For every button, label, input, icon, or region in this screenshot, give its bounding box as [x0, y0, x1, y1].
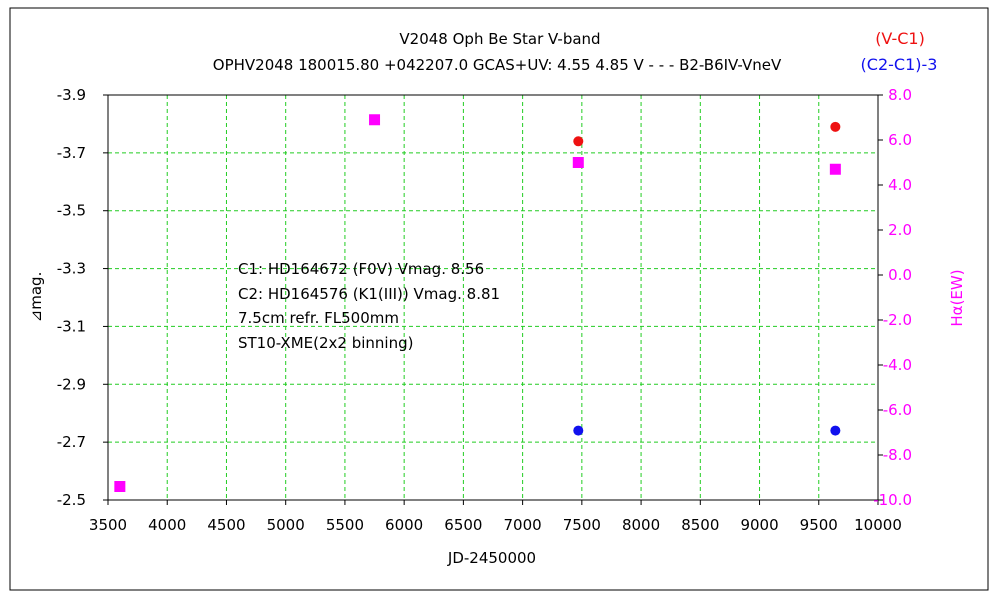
x-tick-label-12: 9500: [800, 516, 838, 534]
x-tick-label-13: 10000: [854, 516, 902, 534]
chart-subtitle: OPHV2048 180015.80 +042207.0 GCAS+UV: 4.…: [213, 56, 782, 74]
c2-c1-point-1: [830, 425, 841, 436]
x-tick-label-3: 5000: [267, 516, 305, 534]
y-axis-left-label: ⊿mag.: [27, 272, 45, 323]
x-tick-label-11: 9000: [740, 516, 778, 534]
x-tick-label-1: 4000: [148, 516, 186, 534]
halpha-point-2: [572, 157, 584, 168]
y-right-tick-label-7: -6.0: [883, 401, 912, 419]
annotation-camera: ST10-XME(2x2 binning): [238, 334, 413, 352]
x-tick-label-4: 5500: [326, 516, 364, 534]
annotation-c2: C2: HD164576 (K1(III)) Vmag. 8.81: [238, 285, 500, 303]
legend-v-c1: (V-C1): [875, 29, 925, 48]
x-tick-label-9: 8000: [622, 516, 660, 534]
y-axis-right-label: Hα(EW): [948, 269, 966, 326]
y-left-tick-label-6: -2.7: [57, 433, 86, 451]
y-left-tick-label-4: -3.1: [57, 317, 86, 335]
v-c1-point-0: [573, 136, 584, 147]
y-right-tick-label-9: -10.0: [873, 491, 912, 509]
y-left-tick-label-5: -2.9: [57, 375, 86, 393]
axis-ticks: 3500 4000 4500 5000 5500 6000 6500 7000 7500 8000…: [57, 86, 912, 534]
grid: [108, 95, 878, 500]
data-marks: [114, 114, 841, 492]
x-tick-label-0: 3500: [89, 516, 127, 534]
chart-title: V2048 Oph Be Star V-band: [399, 30, 600, 48]
y-right-tick-label-1: 6.0: [888, 131, 912, 149]
plot-area: [107, 94, 879, 501]
legend-c2-c1-3: (C2-C1)-3: [861, 55, 938, 74]
y-right-tick-label-0: 8.0: [888, 86, 912, 104]
halpha-point-3: [829, 163, 841, 175]
y-right-tick-label-2: 4.0: [888, 176, 912, 194]
x-tick-label-7: 7000: [504, 516, 542, 534]
y-left-tick-label-1: -3.7: [57, 144, 86, 162]
v-c1-point-1: [830, 121, 841, 132]
x-axis-label: JD-2450000: [447, 549, 536, 567]
y-right-tick-label-5: -2.0: [883, 311, 912, 329]
annotation-c1: C1: HD164672 (F0V) Vmag. 8.56: [238, 260, 484, 278]
y-right-tick-label-4: 0.0: [888, 266, 912, 284]
x-tick-label-2: 4500: [207, 516, 245, 534]
annotation-telescope: 7.5cm refr. FL500mm: [238, 309, 399, 327]
y-right-tick-label-3: 2.0: [888, 221, 912, 239]
c2-c1-point-0: [573, 425, 584, 436]
x-tick-label-8: 7500: [563, 516, 601, 534]
x-tick-label-6: 6500: [444, 516, 482, 534]
y-right-tick-label-6: -4.0: [883, 356, 912, 374]
x-tick-label-5: 6000: [385, 516, 423, 534]
y-left-tick-label-0: -3.9: [57, 86, 86, 104]
y-left-tick-label-2: -3.5: [57, 202, 86, 220]
chart-border: [9, 7, 989, 591]
x-tick-label-10: 8500: [681, 516, 719, 534]
y-right-tick-label-8: -8.0: [883, 446, 912, 464]
halpha-point-1: [369, 114, 381, 126]
halpha-point-0: [114, 481, 126, 492]
y-left-tick-label-3: -3.3: [57, 260, 86, 278]
y-left-tick-label-7: -2.5: [57, 491, 86, 509]
